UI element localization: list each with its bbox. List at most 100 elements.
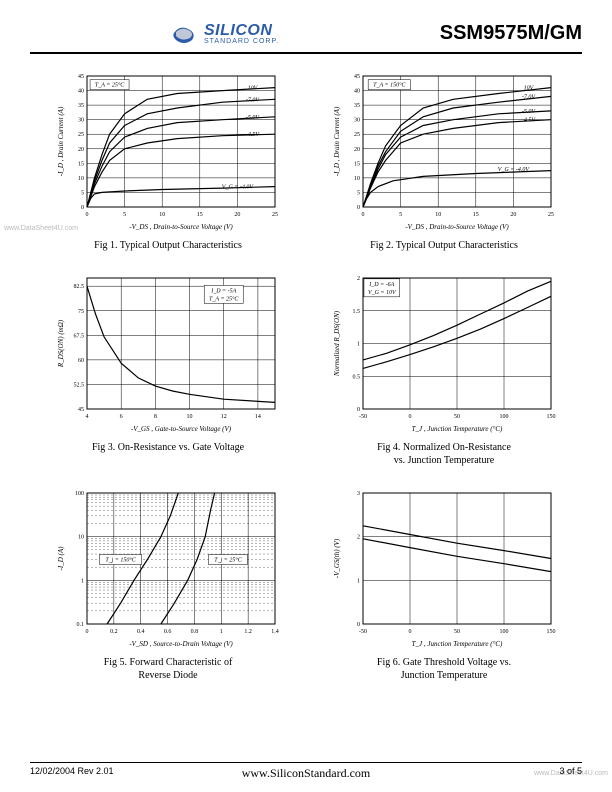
svg-text:0: 0 [362, 212, 365, 218]
svg-text:8: 8 [154, 414, 157, 420]
svg-text:1: 1 [220, 629, 223, 635]
svg-text:82.5: 82.5 [74, 284, 85, 290]
svg-text:25: 25 [354, 132, 360, 138]
svg-text:2: 2 [357, 535, 360, 541]
svg-text:150: 150 [547, 414, 556, 420]
svg-text:0: 0 [81, 205, 84, 211]
fig1-caption: Fig 1. Typical Output Characteristics [94, 239, 242, 252]
svg-text:0: 0 [357, 622, 360, 628]
svg-text:100: 100 [500, 414, 509, 420]
svg-text:20: 20 [510, 212, 516, 218]
svg-text:35: 35 [78, 103, 84, 109]
svg-text:-V_SD , Source-to-Drain Voltag: -V_SD , Source-to-Drain Voltage (V) [129, 640, 233, 648]
svg-text:R_DS(ON) (mΩ): R_DS(ON) (mΩ) [57, 319, 65, 368]
svg-text:V_G = 10V: V_G = 10V [368, 290, 397, 296]
footer-right: 3 of 5 [559, 766, 582, 776]
svg-text:20: 20 [234, 212, 240, 218]
svg-text:0.6: 0.6 [164, 629, 172, 635]
svg-text:50: 50 [454, 414, 460, 420]
svg-text:T_A = 150°C: T_A = 150°C [373, 82, 406, 89]
part-number: SSM9575M/GM [440, 22, 582, 45]
svg-text:T_j = 25°C: T_j = 25°C [214, 556, 242, 563]
fig3-caption: Fig 3. On-Resistance vs. Gate Voltage [92, 441, 244, 454]
svg-text:20: 20 [78, 147, 84, 153]
fig1-block: 0510152025051015202530354045T_A = 25°C10… [50, 68, 286, 252]
footer-center: www.SiliconStandard.com [242, 766, 371, 781]
svg-text:T_J , Junction Temperature (°C: T_J , Junction Temperature (°C) [412, 425, 503, 433]
svg-text:-V_GS , Gate-to-Source Voltage: -V_GS , Gate-to-Source Voltage (V) [131, 425, 232, 433]
svg-text:0.5: 0.5 [353, 374, 361, 380]
svg-text:6: 6 [120, 414, 123, 420]
svg-text:10: 10 [159, 212, 165, 218]
svg-text:45: 45 [354, 74, 360, 80]
svg-text:1: 1 [81, 578, 84, 584]
svg-text:25: 25 [78, 132, 84, 138]
svg-text:35: 35 [354, 103, 360, 109]
logo-main: SILICON [204, 22, 279, 40]
fig2-block: 0510152025051015202530354045T_A = 150°C1… [326, 68, 562, 252]
fig5-caption: Fig 5. Forward Characteristic ofReverse … [104, 656, 233, 682]
svg-text:25: 25 [548, 212, 554, 218]
svg-text:3: 3 [357, 491, 360, 497]
svg-text:-4.5V: -4.5V [246, 131, 260, 138]
watermark-left: www.DataSheet4U.com [4, 225, 78, 232]
svg-text:Normalized R_DS(ON): Normalized R_DS(ON) [333, 310, 341, 377]
svg-text:I_D = -6A: I_D = -6A [368, 282, 394, 288]
svg-text:0: 0 [86, 212, 89, 218]
svg-text:45: 45 [78, 407, 84, 413]
svg-text:1.2: 1.2 [244, 629, 252, 635]
svg-text:-5.0V: -5.0V [522, 109, 536, 115]
fig4-block: -5005010015000.511.52I_D = -6AV_G = 10VT… [326, 270, 562, 467]
svg-text:0: 0 [409, 414, 412, 420]
svg-text:45: 45 [78, 74, 84, 80]
svg-text:10V: 10V [248, 86, 259, 92]
fig6-svg: -500501001500123T_J , Junction Temperatu… [329, 485, 559, 650]
svg-text:50: 50 [454, 629, 460, 635]
svg-text:T_j = 150°C: T_j = 150°C [105, 556, 136, 563]
svg-text:-V_DS , Drain-to-Source Voltag: -V_DS , Drain-to-Source Voltage (V) [405, 223, 509, 231]
fig3-block: 4681012144552.56067.57582.5I_D = -5AT_A … [50, 270, 286, 467]
svg-text:T_A = 25°C: T_A = 25°C [209, 295, 239, 302]
svg-text:5: 5 [123, 212, 126, 218]
fig6-caption: Fig 6. Gate Threshold Voltage vs.Junctio… [377, 656, 511, 682]
svg-text:-V_DS , Drain-to-Source Voltag: -V_DS , Drain-to-Source Voltage (V) [129, 223, 233, 231]
svg-text:V_G = -4.0V: V_G = -4.0V [498, 166, 531, 173]
svg-text:4: 4 [86, 414, 89, 420]
svg-text:10V: 10V [524, 86, 535, 92]
svg-text:100: 100 [75, 491, 84, 497]
svg-text:12: 12 [221, 414, 227, 420]
svg-text:52.5: 52.5 [74, 382, 85, 388]
footer: 12/02/2004 Rev 2.01 www.SiliconStandard.… [30, 762, 582, 776]
svg-text:5: 5 [357, 190, 360, 196]
svg-text:-7.0V: -7.0V [246, 97, 260, 103]
page: SILICON STANDARD CORP. SSM9575M/GM 05101… [0, 0, 612, 702]
fig3-svg: 4681012144552.56067.57582.5I_D = -5AT_A … [53, 270, 283, 435]
svg-text:-4.5V: -4.5V [522, 117, 536, 124]
svg-text:2: 2 [357, 276, 360, 282]
svg-text:5: 5 [81, 190, 84, 196]
svg-text:1.5: 1.5 [353, 309, 361, 315]
svg-text:15: 15 [354, 161, 360, 167]
logo-icon [170, 20, 198, 46]
svg-text:-I_D , Drain Current (A): -I_D , Drain Current (A) [57, 106, 65, 176]
svg-text:0: 0 [357, 205, 360, 211]
svg-text:100: 100 [500, 629, 509, 635]
svg-text:150: 150 [547, 629, 556, 635]
logo-text: SILICON STANDARD CORP. [204, 22, 279, 45]
header: SILICON STANDARD CORP. SSM9575M/GM [30, 20, 582, 54]
fig2-caption: Fig 2. Typical Output Characteristics [370, 239, 518, 252]
svg-text:0: 0 [86, 629, 89, 635]
svg-text:10: 10 [78, 176, 84, 182]
fig5-svg: 00.20.40.60.811.21.40.1110100T_j = 150°C… [53, 485, 283, 650]
svg-text:T_A = 25°C: T_A = 25°C [95, 82, 125, 89]
svg-text:1.4: 1.4 [271, 629, 279, 635]
charts-grid: 0510152025051015202530354045T_A = 25°C10… [30, 68, 582, 682]
svg-text:1: 1 [357, 342, 360, 348]
svg-text:14: 14 [255, 414, 261, 420]
fig4-caption: Fig 4. Normalized On-Resistancevs. Junct… [377, 441, 511, 467]
svg-text:1: 1 [357, 578, 360, 584]
svg-text:0: 0 [357, 407, 360, 413]
svg-text:0.2: 0.2 [110, 629, 118, 635]
svg-text:0: 0 [409, 629, 412, 635]
fig2-svg: 0510152025051015202530354045T_A = 150°C1… [329, 68, 559, 233]
